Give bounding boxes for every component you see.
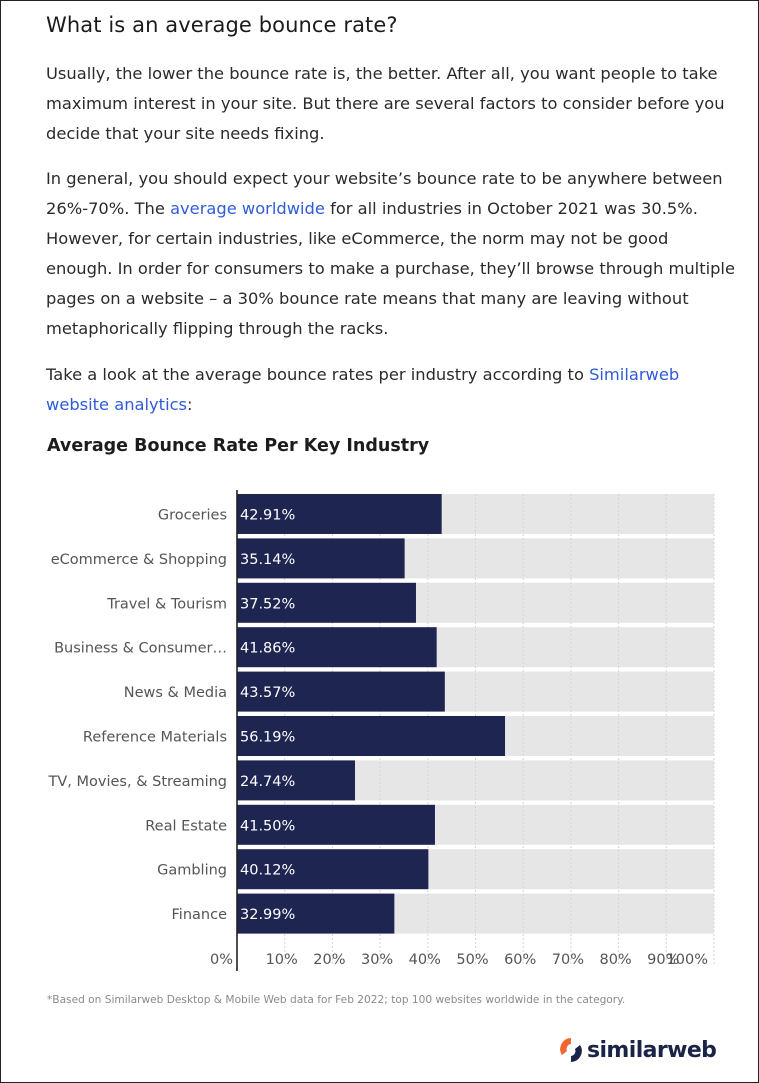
bar bbox=[237, 804, 435, 845]
bar-value-label: 32.99% bbox=[240, 907, 295, 923]
bar-value-label: 43.57% bbox=[240, 685, 295, 701]
similarweb-logo: similarweb bbox=[559, 1035, 717, 1065]
paragraph-lookup-text-1: Take a look at the average bounce rates … bbox=[46, 365, 590, 384]
bar bbox=[237, 716, 506, 756]
x-tick-label: 30% bbox=[361, 952, 393, 968]
x-tick-label: 70% bbox=[552, 952, 584, 968]
similarweb-logo-icon bbox=[560, 1038, 582, 1062]
bar-value-label: 37.52% bbox=[240, 596, 295, 612]
chart-footnote: *Based on Similarweb Desktop & Mobile We… bbox=[47, 994, 626, 1006]
x-tick-label: 80% bbox=[599, 952, 631, 968]
paragraph-intro: Usually, the lower the bounce rate is, t… bbox=[46, 64, 725, 143]
category-label: Travel & Tourism bbox=[106, 596, 227, 612]
bar-value-label: 40.12% bbox=[240, 863, 295, 879]
category-label: Reference Materials bbox=[83, 730, 227, 746]
bar bbox=[237, 538, 405, 579]
category-label: eCommerce & Shopping bbox=[51, 552, 227, 568]
x-tick-label: 40% bbox=[409, 952, 441, 968]
x-tick-label: 10% bbox=[266, 952, 298, 968]
bar bbox=[237, 893, 395, 934]
x-tick-label: 90% bbox=[647, 952, 679, 968]
paragraph-lookup-text-2: : bbox=[187, 395, 193, 414]
x-tick-label: 100% bbox=[667, 952, 708, 968]
bar-value-label: 41.86% bbox=[240, 641, 295, 657]
bar bbox=[237, 671, 445, 712]
bar bbox=[237, 494, 442, 534]
similarweb-analytics-link[interactable]: Similarweb website analytics bbox=[46, 365, 680, 414]
bar bbox=[237, 760, 356, 801]
bar-value-label: 42.91% bbox=[240, 508, 295, 524]
bar bbox=[237, 627, 437, 668]
paragraph-lookup: Take a look at the average bounce rates … bbox=[46, 360, 736, 420]
category-label: News & Media bbox=[124, 685, 227, 701]
category-label: Finance bbox=[172, 907, 228, 923]
chart-title: Average Bounce Rate Per Key Industry bbox=[47, 436, 430, 456]
category-label: Real Estate bbox=[145, 818, 227, 834]
bar-value-label: 41.50% bbox=[240, 818, 295, 834]
x-tick-label: 0% bbox=[210, 952, 233, 968]
logo-wordmark: similarweb bbox=[587, 1037, 717, 1063]
average-worldwide-link[interactable]: average worldwide bbox=[170, 199, 325, 218]
category-label: TV, Movies, & Streaming bbox=[48, 774, 227, 790]
article-heading: What is an average bounce rate? bbox=[46, 13, 398, 37]
bar-value-label: 24.74% bbox=[240, 774, 295, 790]
category-label: Gambling bbox=[157, 863, 227, 879]
bar bbox=[237, 582, 416, 623]
paragraph-general-text-1: In general, you should expect your websi… bbox=[46, 169, 723, 218]
x-tick-label: 20% bbox=[313, 952, 345, 968]
category-label: Groceries bbox=[158, 508, 227, 524]
bar-value-label: 35.14% bbox=[240, 552, 295, 568]
bounce-rate-chart: 42.91% Groceries 35.14% eCommerce & Shoppin… bbox=[48, 490, 715, 971]
category-label: Business & Consumer… bbox=[54, 641, 227, 657]
bar bbox=[237, 849, 429, 890]
x-tick-label: 60% bbox=[504, 952, 536, 968]
paragraph-general-text-2: for all industries in October 2021 was 3… bbox=[46, 199, 735, 338]
paragraph-general: In general, you should expect your websi… bbox=[46, 164, 736, 344]
bar-value-label: 56.19% bbox=[240, 730, 295, 746]
x-tick-label: 50% bbox=[456, 952, 488, 968]
